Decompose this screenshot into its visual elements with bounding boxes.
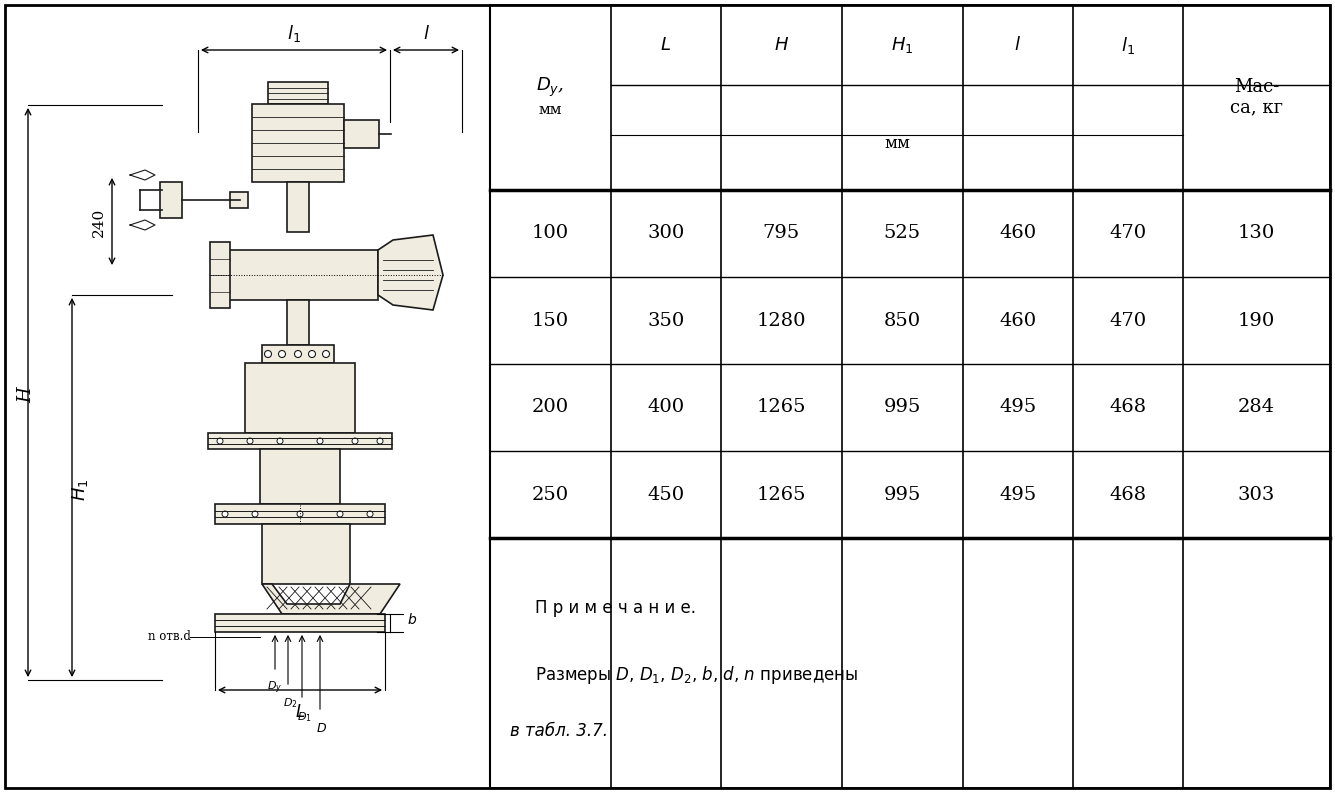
Text: са, кг: са, кг: [1230, 98, 1283, 117]
Text: 400: 400: [647, 399, 685, 416]
Text: $L$: $L$: [295, 704, 306, 721]
Text: 460: 460: [999, 224, 1036, 243]
Text: $H_1$: $H_1$: [890, 35, 913, 55]
Bar: [344, 120, 379, 148]
Text: 250: 250: [531, 485, 569, 504]
Text: H: H: [17, 387, 35, 403]
Circle shape: [276, 438, 283, 444]
Text: 284: 284: [1238, 399, 1275, 416]
Text: 470: 470: [1109, 312, 1147, 330]
Bar: [208, 433, 392, 449]
Bar: [287, 300, 308, 345]
Text: $l$: $l$: [1015, 36, 1021, 54]
Text: 1265: 1265: [757, 399, 806, 416]
Text: Размеры $D$, $D_1$, $D_2$, $b$, $d$, $n$ приведены: Размеры $D$, $D_1$, $D_2$, $b$, $d$, $n$…: [535, 665, 858, 687]
Text: $l_1$: $l_1$: [287, 24, 300, 44]
Text: 995: 995: [884, 485, 921, 504]
Text: 495: 495: [999, 485, 1036, 504]
Text: мм: мм: [538, 102, 562, 117]
Circle shape: [336, 511, 343, 517]
Bar: [262, 345, 334, 363]
Text: 525: 525: [884, 224, 921, 243]
Text: $D_{y}$,: $D_{y}$,: [537, 76, 565, 99]
Text: 350: 350: [647, 312, 685, 330]
Circle shape: [295, 351, 302, 358]
Text: Мас-: Мас-: [1234, 79, 1279, 97]
Text: $H$: $H$: [774, 36, 789, 54]
Text: П р и м е ч а н и е.: П р и м е ч а н и е.: [535, 599, 696, 617]
Circle shape: [367, 511, 372, 517]
Circle shape: [218, 438, 223, 444]
Text: 200: 200: [531, 399, 569, 416]
Text: $D_1$: $D_1$: [296, 710, 311, 724]
Text: мм: мм: [884, 135, 910, 152]
Bar: [262, 524, 350, 584]
Bar: [252, 104, 344, 182]
Text: 1265: 1265: [757, 485, 806, 504]
Text: 100: 100: [531, 224, 569, 243]
Text: 850: 850: [884, 312, 921, 330]
Text: 300: 300: [647, 224, 685, 243]
Bar: [287, 182, 308, 232]
Circle shape: [252, 511, 258, 517]
Text: $H_1$: $H_1$: [69, 479, 89, 501]
Text: 450: 450: [647, 485, 685, 504]
Polygon shape: [262, 584, 400, 614]
Bar: [260, 449, 340, 504]
Text: 460: 460: [999, 312, 1036, 330]
Circle shape: [323, 351, 330, 358]
Text: 303: 303: [1238, 485, 1275, 504]
Text: 1280: 1280: [757, 312, 806, 330]
Text: 795: 795: [762, 224, 800, 243]
Text: $L$: $L$: [661, 36, 672, 54]
Bar: [268, 82, 328, 104]
Text: 240: 240: [92, 208, 105, 236]
Text: 468: 468: [1109, 399, 1147, 416]
Bar: [160, 182, 182, 218]
Text: 150: 150: [531, 312, 569, 330]
Circle shape: [308, 351, 315, 358]
Polygon shape: [378, 235, 443, 310]
Text: $D_2$: $D_2$: [283, 696, 298, 710]
Bar: [215, 504, 384, 524]
Text: 468: 468: [1109, 485, 1147, 504]
Bar: [230, 192, 248, 208]
Circle shape: [316, 438, 323, 444]
Circle shape: [247, 438, 254, 444]
Text: $l$: $l$: [423, 25, 430, 43]
Bar: [215, 614, 384, 632]
Circle shape: [264, 351, 271, 358]
Circle shape: [222, 511, 228, 517]
Text: n отв.d: n отв.d: [148, 630, 191, 643]
Text: $l_1$: $l_1$: [1121, 35, 1135, 56]
Circle shape: [352, 438, 358, 444]
Text: $D_y$: $D_y$: [267, 680, 283, 696]
Text: 495: 495: [999, 399, 1036, 416]
Text: $b$: $b$: [407, 612, 417, 627]
Circle shape: [279, 351, 286, 358]
Text: в табл. 3.7.: в табл. 3.7.: [510, 722, 607, 740]
Bar: [210, 242, 230, 308]
Text: 995: 995: [884, 399, 921, 416]
Circle shape: [296, 511, 303, 517]
Text: 470: 470: [1109, 224, 1147, 243]
Text: $D$: $D$: [316, 722, 327, 735]
Circle shape: [376, 438, 383, 444]
Bar: [246, 363, 355, 433]
Text: 190: 190: [1238, 312, 1275, 330]
Bar: [228, 250, 378, 300]
Text: 130: 130: [1238, 224, 1275, 243]
